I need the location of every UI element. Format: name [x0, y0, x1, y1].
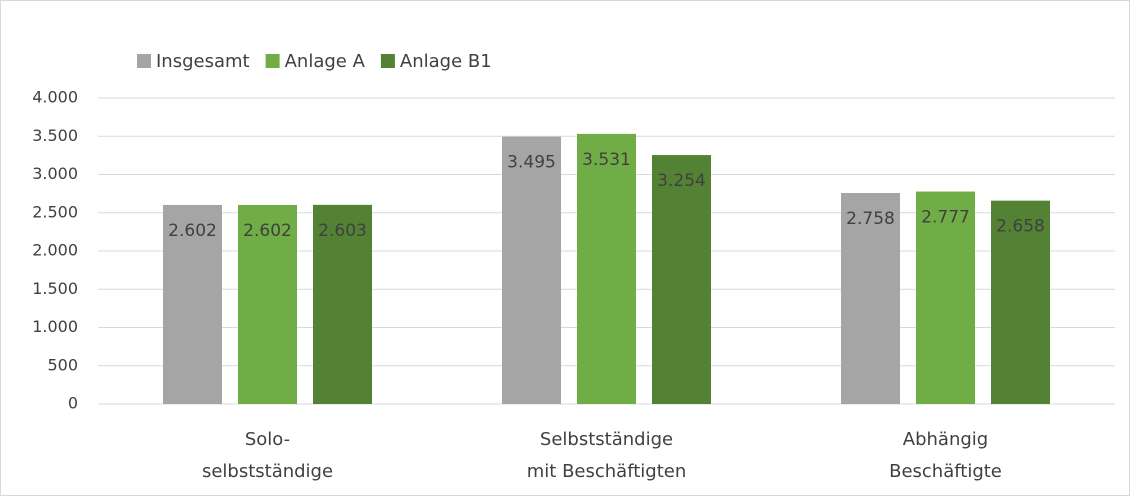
- value-label: 3.495: [507, 153, 556, 173]
- bar: [502, 136, 561, 404]
- bar: [313, 204, 372, 404]
- y-tick-label: 2.500: [32, 202, 78, 221]
- x-tick-label: Selbstständige: [540, 429, 673, 450]
- bar: [916, 191, 975, 404]
- x-tick-label: Abhängig: [903, 429, 988, 450]
- y-tick-label: 3.000: [32, 164, 78, 183]
- x-tick-label: Solo-: [245, 429, 290, 450]
- bar: [163, 204, 222, 404]
- value-label: 2.777: [921, 208, 970, 228]
- value-label: 2.658: [996, 217, 1045, 237]
- y-tick-label: 500: [47, 355, 78, 374]
- value-label: 2.603: [318, 221, 367, 241]
- y-tick-label: 1.500: [32, 279, 78, 298]
- value-label: 2.602: [243, 221, 292, 241]
- x-tick-label: mit Beschäftigten: [527, 461, 687, 482]
- x-tick-label: selbstständige: [202, 461, 333, 482]
- y-tick-label: 3.500: [32, 126, 78, 145]
- y-tick-label: 1.000: [32, 317, 78, 336]
- y-tick-label: 4.000: [32, 88, 78, 107]
- y-tick-label: 2.000: [32, 241, 78, 260]
- legend-label: Anlage A: [285, 51, 366, 72]
- bar: [991, 200, 1050, 404]
- y-tick-label: 0: [68, 394, 78, 413]
- value-label: 3.531: [582, 150, 631, 170]
- legend-swatch: [380, 54, 395, 68]
- bar: [841, 193, 900, 404]
- bar: [577, 133, 636, 405]
- value-label: 2.602: [168, 221, 217, 241]
- bar: [652, 155, 711, 404]
- legend-label: Anlage B1: [400, 51, 492, 72]
- legend-swatch: [265, 54, 280, 68]
- legend-label: Insgesamt: [156, 51, 250, 72]
- x-tick-label: Beschäftigte: [889, 461, 1002, 482]
- value-label: 3.254: [657, 171, 706, 191]
- bar: [238, 204, 297, 404]
- legend-swatch: [137, 54, 151, 68]
- value-label: 2.758: [846, 209, 895, 229]
